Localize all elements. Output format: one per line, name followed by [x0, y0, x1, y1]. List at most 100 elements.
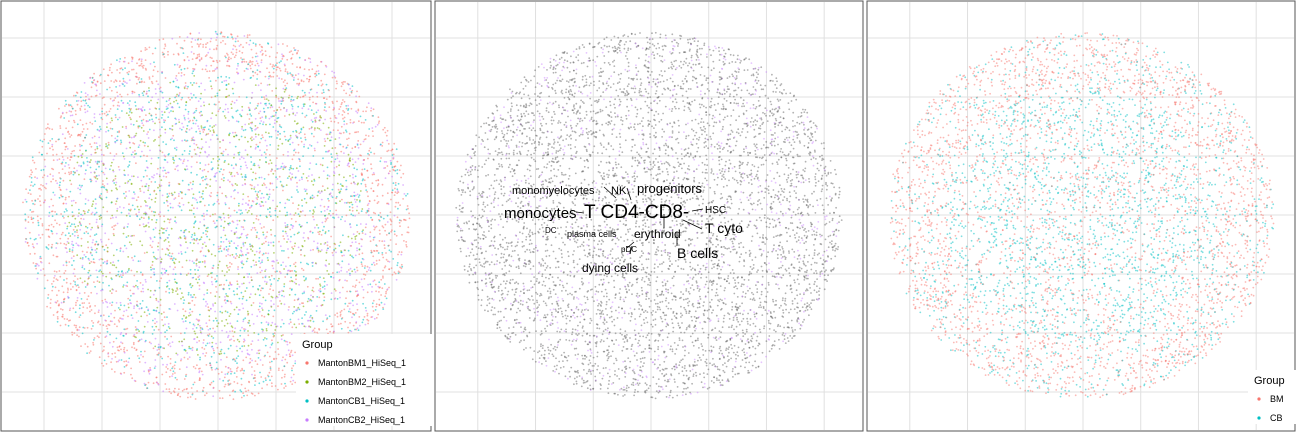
data-point [294, 151, 297, 154]
data-point [125, 333, 127, 335]
data-point [403, 193, 406, 195]
data-point [113, 81, 115, 83]
data-point [305, 277, 307, 279]
data-point [31, 243, 34, 246]
data-point [142, 94, 145, 97]
data-point [310, 145, 313, 147]
data-point [364, 119, 367, 121]
data-point [71, 240, 74, 243]
data-point [254, 125, 257, 127]
data-point [253, 188, 256, 190]
data-point [201, 169, 204, 172]
data-point [293, 323, 296, 326]
data-point [100, 238, 102, 241]
data-point [306, 221, 308, 224]
data-point [149, 296, 152, 299]
data-point [78, 173, 80, 176]
data-point [166, 196, 169, 199]
data-point [184, 349, 187, 352]
data-point [259, 141, 261, 144]
data-point [173, 100, 175, 103]
data-point [168, 291, 171, 294]
data-point [185, 140, 188, 143]
data-point [224, 310, 227, 313]
data-point [259, 262, 262, 265]
data-point [143, 325, 146, 328]
data-point [200, 125, 203, 127]
data-point [194, 197, 196, 200]
data-point [295, 326, 298, 329]
data-point [323, 288, 326, 290]
data-point [202, 212, 205, 215]
data-point [96, 276, 99, 278]
data-point [365, 309, 368, 312]
data-point [208, 250, 210, 253]
data-point [292, 202, 294, 205]
data-point [190, 41, 193, 43]
data-point [312, 286, 314, 289]
data-point [406, 205, 409, 207]
data-point [154, 138, 157, 141]
data-point [294, 265, 297, 268]
data-point [242, 78, 245, 81]
data-point [259, 102, 262, 105]
data-point [311, 231, 314, 234]
data-point [203, 282, 206, 285]
data-point [40, 269, 42, 272]
data-point [143, 217, 145, 220]
data-point [266, 231, 269, 234]
data-point [143, 311, 146, 314]
data-point [323, 138, 326, 140]
data-point [156, 349, 159, 351]
data-point [109, 341, 111, 344]
data-point [293, 214, 296, 216]
data-point [336, 82, 338, 85]
data-point [370, 151, 372, 154]
data-point [212, 131, 215, 133]
data-point [348, 310, 350, 313]
data-point [161, 232, 164, 234]
data-point [229, 300, 232, 303]
data-point [241, 125, 244, 128]
data-point [294, 212, 297, 215]
data-point [140, 62, 143, 65]
data-point [225, 56, 227, 59]
data-point [197, 354, 199, 356]
data-point [81, 258, 84, 260]
data-point [91, 211, 94, 214]
data-point [292, 379, 295, 382]
data-point [220, 241, 223, 243]
data-point [374, 212, 377, 215]
data-point [244, 176, 246, 178]
data-point [348, 201, 351, 204]
data-point [159, 189, 161, 192]
data-point [352, 285, 354, 288]
data-point [186, 127, 188, 130]
data-point [54, 286, 57, 289]
data-point [147, 145, 149, 148]
data-point [72, 173, 75, 176]
data-point [250, 279, 253, 282]
data-point [323, 243, 326, 245]
data-point [347, 153, 350, 156]
data-point [164, 131, 167, 134]
data-point [241, 60, 244, 63]
data-point [368, 200, 371, 203]
data-point [367, 102, 370, 105]
data-point [219, 310, 222, 313]
data-point [199, 201, 201, 203]
data-point [111, 226, 114, 229]
data-point [362, 288, 365, 291]
data-point [343, 111, 346, 114]
data-point [61, 308, 64, 311]
data-point [207, 132, 210, 135]
data-point [226, 322, 229, 325]
data-point [129, 100, 131, 102]
data-point [90, 95, 93, 98]
data-point [31, 218, 33, 221]
data-point [382, 275, 384, 278]
data-point [74, 225, 77, 228]
data-point [167, 104, 170, 106]
data-point [199, 221, 202, 223]
data-point [203, 261, 206, 264]
